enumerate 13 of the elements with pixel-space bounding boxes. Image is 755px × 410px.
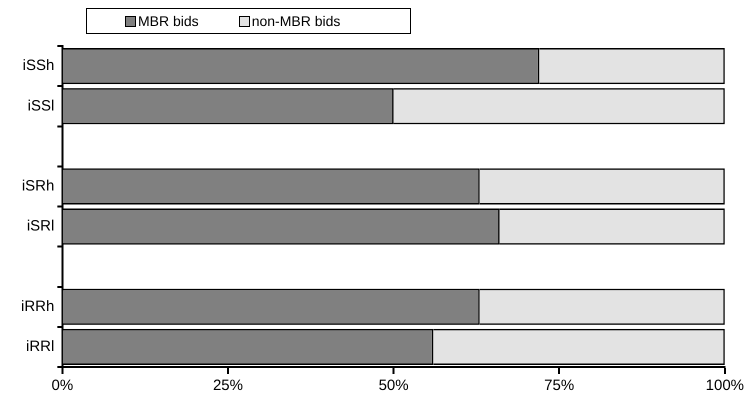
x-tick-label: 50%	[378, 377, 409, 394]
y-tick-label: iRRl	[26, 338, 54, 356]
x-tick-label: 0%	[51, 377, 74, 394]
y-tick-label: iSSh	[22, 57, 54, 74]
series-label: MBR bids	[138, 13, 199, 29]
x-tick-label: 100%	[706, 377, 744, 394]
x-tick-label: 75%	[544, 377, 574, 394]
x-tick-label: 25%	[212, 377, 243, 394]
y-tick-label: iSRl	[26, 218, 54, 235]
y-tick-label: iSRh	[22, 178, 54, 195]
y-tick-label: iRRh	[20, 298, 54, 315]
legend-label: non-MBR bids	[252, 13, 340, 29]
y-tick-label: iSSl	[28, 97, 54, 114]
